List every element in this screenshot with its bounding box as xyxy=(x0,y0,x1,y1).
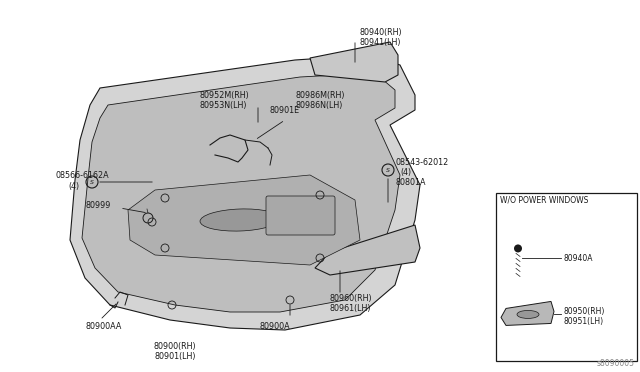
FancyBboxPatch shape xyxy=(266,196,335,235)
Text: 80801A: 80801A xyxy=(396,177,426,186)
Text: (4): (4) xyxy=(68,182,79,190)
Text: 08566-6162A: 08566-6162A xyxy=(55,170,109,180)
Text: (4): (4) xyxy=(400,167,411,176)
Text: 80952M(RH): 80952M(RH) xyxy=(200,90,250,99)
Text: 80961(LH): 80961(LH) xyxy=(330,304,371,312)
Text: 80940A: 80940A xyxy=(563,254,593,263)
Text: S: S xyxy=(90,180,94,185)
Text: 80901(LH): 80901(LH) xyxy=(154,352,196,361)
Ellipse shape xyxy=(517,311,539,318)
Text: 80999: 80999 xyxy=(85,201,110,209)
Text: 80941(LH): 80941(LH) xyxy=(360,38,401,46)
Polygon shape xyxy=(315,225,420,275)
Bar xyxy=(496,193,637,361)
Ellipse shape xyxy=(200,209,280,231)
Text: 80951(LH): 80951(LH) xyxy=(563,317,603,326)
Polygon shape xyxy=(128,175,360,265)
Text: 80900(RH): 80900(RH) xyxy=(154,342,196,351)
Text: 08543-62012: 08543-62012 xyxy=(396,157,449,167)
Text: W/O POWER WINDOWS: W/O POWER WINDOWS xyxy=(500,195,588,205)
Text: 80900A: 80900A xyxy=(260,322,291,331)
Text: 80940(RH): 80940(RH) xyxy=(360,28,403,36)
Text: 80986M(RH): 80986M(RH) xyxy=(295,90,344,99)
Polygon shape xyxy=(310,42,398,82)
Text: 80950(RH): 80950(RH) xyxy=(563,307,604,316)
Text: 80953N(LH): 80953N(LH) xyxy=(200,100,248,109)
Text: S: S xyxy=(386,167,390,173)
Polygon shape xyxy=(501,301,554,326)
Text: 80960(RH): 80960(RH) xyxy=(330,294,372,302)
Text: 80900AA: 80900AA xyxy=(85,322,122,331)
Polygon shape xyxy=(82,73,400,312)
Circle shape xyxy=(514,244,522,253)
Text: 80901E: 80901E xyxy=(270,106,300,115)
Polygon shape xyxy=(70,55,420,330)
Text: s8090005: s8090005 xyxy=(597,359,635,368)
Text: 80986N(LH): 80986N(LH) xyxy=(295,100,342,109)
